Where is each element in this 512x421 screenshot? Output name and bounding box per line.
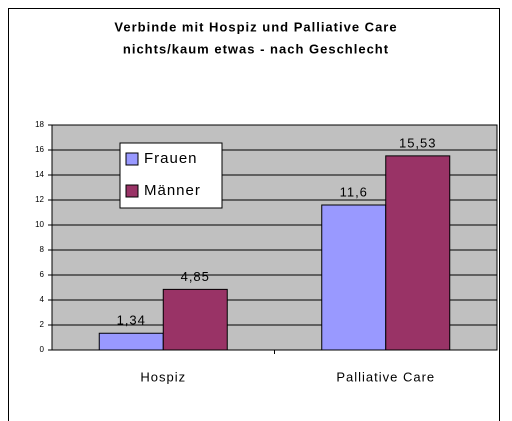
y-tick-label: 10 [35,220,44,229]
y-tick-label: 2 [40,320,45,329]
value-label: 15,53 [399,135,437,150]
value-label: 4,85 [181,269,210,284]
legend-swatch [125,152,139,166]
y-tick-label: 6 [40,270,45,279]
bar [162,288,228,351]
chart-title: nichts/kaum etwas - nach Geschlecht [123,41,389,56]
y-tick-label: 16 [35,145,44,154]
x-tick-label: Palliative Care [336,369,435,384]
legend-swatch [125,184,139,198]
y-tick-label: 18 [35,120,44,129]
legend-label: Frauen [144,150,198,167]
bar [321,204,387,351]
chart-title: Verbinde mit Hospiz und Palliative Care [114,19,397,34]
y-tick-label: 12 [35,195,44,204]
bar [385,155,451,351]
y-tick-label: 0 [40,345,45,354]
y-tick-label: 8 [40,245,45,254]
legend-label: Männer [144,182,201,199]
x-tick-label: Hospiz [140,369,186,384]
bar [98,332,164,351]
value-label: 1,34 [117,313,146,328]
y-tick-label: 14 [35,170,44,179]
y-tick-label: 4 [40,295,45,304]
value-label: 11,6 [340,184,368,199]
